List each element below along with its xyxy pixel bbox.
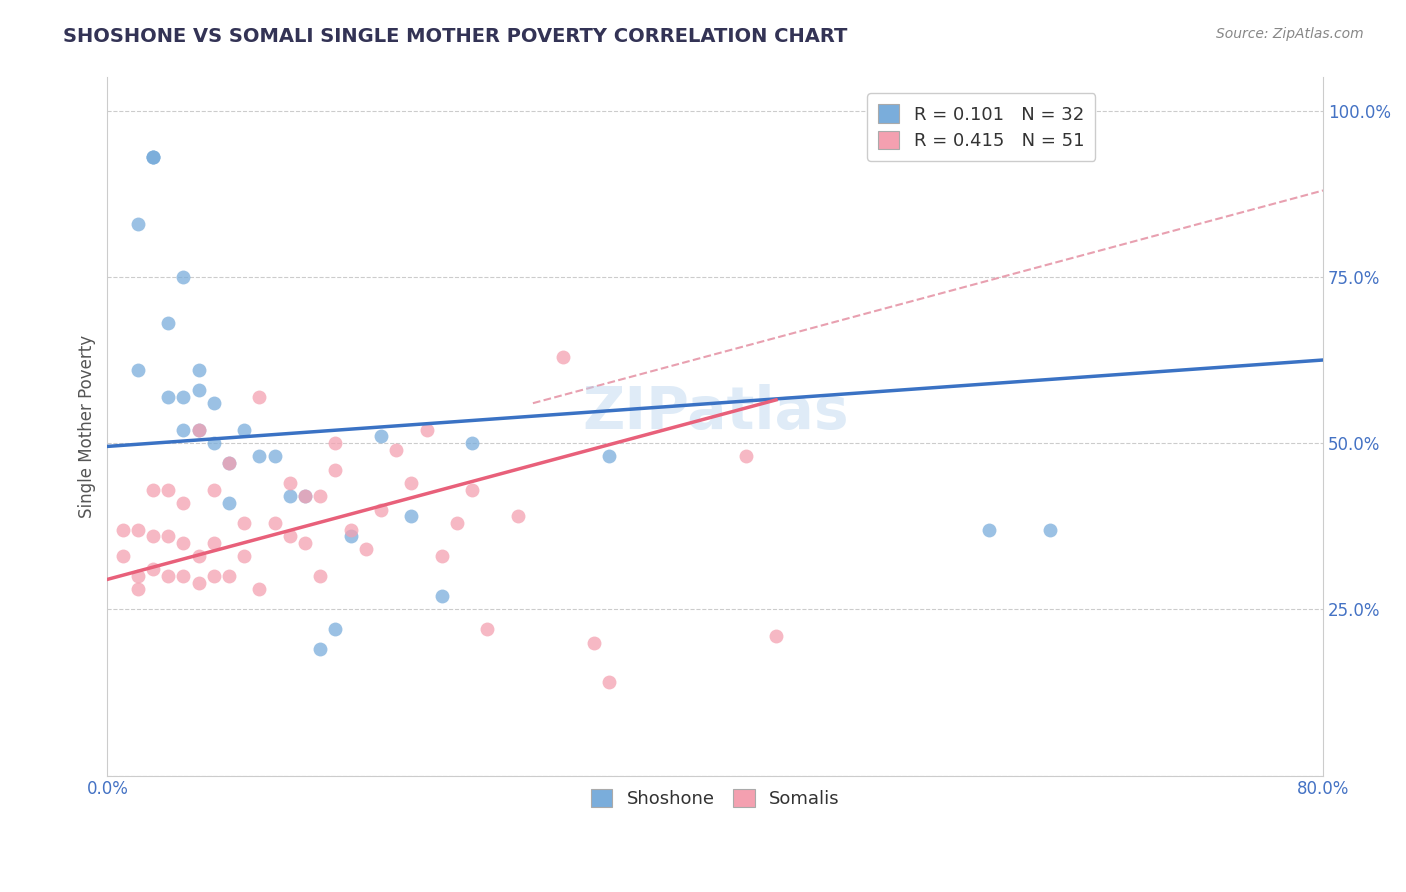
Text: Source: ZipAtlas.com: Source: ZipAtlas.com [1216,27,1364,41]
Point [172,390,194,404]
Point [187,363,209,377]
Point [202,396,225,410]
Point [339,523,361,537]
Point [202,536,225,550]
Text: SHOSHONE VS SOMALI SINGLE MOTHER POVERTY CORRELATION CHART: SHOSHONE VS SOMALI SINGLE MOTHER POVERTY… [63,27,848,45]
Point [461,436,484,450]
Point [157,390,180,404]
Point [263,516,285,530]
Point [202,483,225,497]
Point [339,529,361,543]
Point [430,549,453,563]
Point [218,456,240,470]
Point [233,423,256,437]
Point [325,436,347,450]
Point [111,523,134,537]
Point [401,475,423,490]
Point [187,423,209,437]
Point [127,523,149,537]
Point [218,456,240,470]
Point [370,502,392,516]
Point [157,317,180,331]
Point [142,150,165,164]
Point [278,489,301,503]
Point [172,423,194,437]
Point [218,569,240,583]
Point [187,549,209,563]
Point [127,569,149,583]
Point [582,635,605,649]
Y-axis label: Single Mother Poverty: Single Mother Poverty [79,334,96,518]
Point [172,269,194,284]
Point [415,423,437,437]
Point [278,475,301,490]
Point [127,217,149,231]
Point [157,529,180,543]
Point [765,629,787,643]
Legend: Shoshone, Somalis: Shoshone, Somalis [583,781,846,815]
Point [142,562,165,576]
Point [553,350,575,364]
Point [309,489,332,503]
Point [142,529,165,543]
Point [142,150,165,164]
Point [233,549,256,563]
Point [111,549,134,563]
Point [401,509,423,524]
Point [233,516,256,530]
Point [187,383,209,397]
Point [247,390,270,404]
Point [142,483,165,497]
Point [172,569,194,583]
Point [309,569,332,583]
Point [247,450,270,464]
Point [430,589,453,603]
Point [446,516,468,530]
Point [461,483,484,497]
Point [202,569,225,583]
Point [385,442,408,457]
Point [477,622,499,636]
Point [370,429,392,443]
Point [127,582,149,597]
Point [127,363,149,377]
Point [172,496,194,510]
Point [325,622,347,636]
Point [263,450,285,464]
Text: ZIPatlas: ZIPatlas [582,384,849,441]
Point [218,496,240,510]
Point [598,450,620,464]
Point [294,489,316,503]
Point [598,675,620,690]
Point [977,523,1000,537]
Point [294,536,316,550]
Point [294,489,316,503]
Point [309,642,332,657]
Point [187,575,209,590]
Point [354,542,377,557]
Point [202,436,225,450]
Point [247,582,270,597]
Point [157,483,180,497]
Point [157,569,180,583]
Point [187,423,209,437]
Point [325,463,347,477]
Point [1039,523,1062,537]
Point [734,450,756,464]
Point [142,150,165,164]
Point [172,536,194,550]
Point [506,509,529,524]
Point [278,529,301,543]
